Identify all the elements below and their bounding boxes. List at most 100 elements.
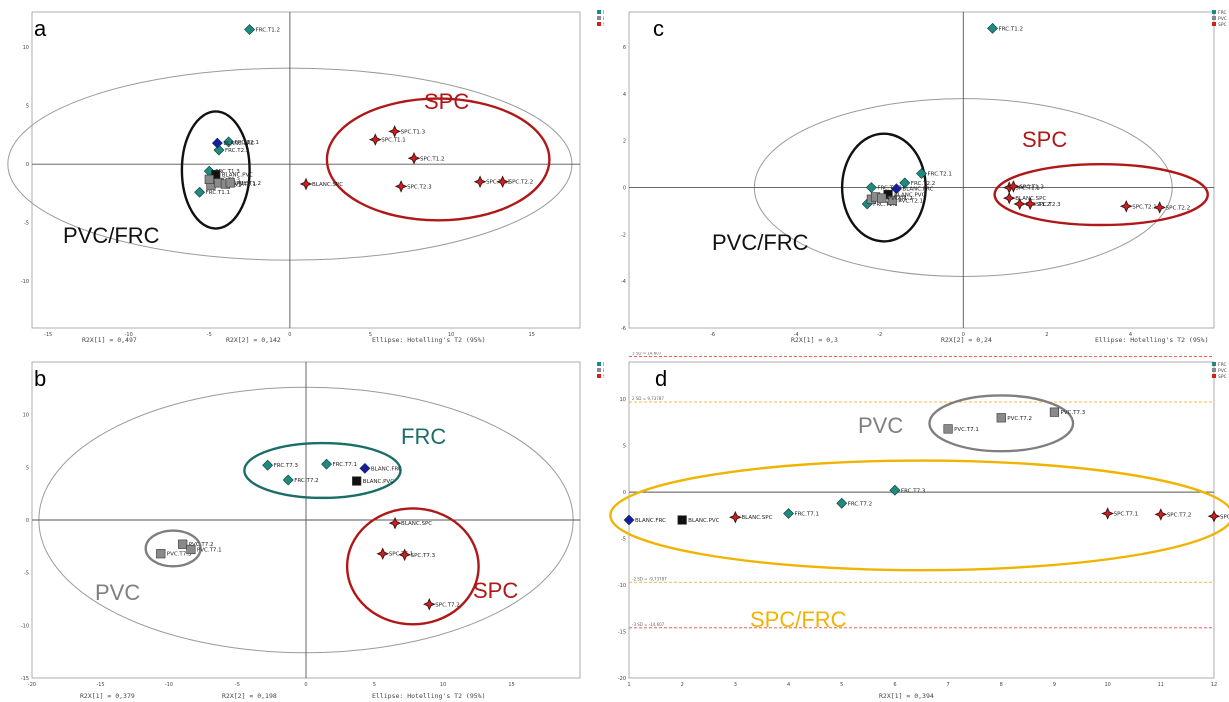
score-plot-c-svg: -6 -4 -2 0 2 4 -6 -4 -2 0 2 4 6 FRC.T1.2 FRC.T2.1 FRC.T… [621, 10, 1227, 344]
data-point [623, 514, 635, 526]
x-tick-label: -10 [125, 332, 133, 338]
legend-entry: PVC.T7 [603, 368, 604, 374]
x-tick-label: 4 [787, 682, 790, 688]
point-label: FRC.T2.2 [225, 148, 249, 154]
data-point [1002, 191, 1016, 205]
x-tick-label: 0 [962, 332, 965, 338]
data-point [359, 462, 371, 474]
point-label: BLANC.SPC [312, 182, 343, 188]
y-tick-label: 0 [26, 518, 29, 524]
point-label: PVC.T2.1 [898, 198, 923, 204]
x-tick-label: 11 [1158, 682, 1164, 688]
x-tick-label: 9 [1053, 682, 1056, 688]
point-label: FRC.T7.2 [848, 501, 872, 507]
legend-swatch [1212, 22, 1216, 26]
panel-letter: a [34, 16, 47, 41]
data-point [916, 168, 927, 179]
panel-letter: b [34, 366, 46, 391]
data-point [394, 180, 408, 193]
data-point [352, 476, 362, 486]
point-label: BLANC.PVC [688, 518, 720, 524]
y-tick-label: 5 [26, 104, 29, 110]
footer-info: R2X[2] = 0,142 [226, 336, 281, 344]
data-point [244, 24, 256, 35]
point-label: FRC.T1.3 [215, 169, 240, 175]
data-point [473, 175, 487, 189]
legend-entry: PVC [1218, 368, 1227, 374]
x-tick-label: 6 [893, 682, 896, 688]
footer-info: R2X[1] = 0,379 [80, 692, 135, 700]
legend-entry: FRC [1218, 10, 1227, 16]
point-label: SPC.T7.2 [435, 602, 460, 608]
group-label: SPC [424, 89, 469, 114]
group-label: SPC/FRC [750, 607, 847, 632]
x-tick-label: 10 [440, 682, 446, 688]
point-label: FRC.T2.1 [235, 140, 259, 146]
legend-entry: SPC [1218, 374, 1227, 380]
control-limit-label: 2 SD = 9,73787 [632, 396, 664, 401]
data-point [156, 549, 166, 559]
point-label: PVC.T7.2 [1007, 416, 1032, 422]
footer-info: R2X[2] = 0,198 [222, 692, 277, 700]
x-tick-label: 5 [373, 682, 376, 688]
data-point [496, 175, 509, 189]
data-point [186, 544, 196, 555]
legend-swatch [597, 368, 601, 372]
point-label: FRC.T7.3 [901, 488, 926, 494]
group-circle [609, 459, 1229, 572]
footer-info: Ellipse: Hotelling's T2 (95%) [372, 336, 486, 344]
point-label: FRC.T1.3 [877, 186, 902, 192]
legend-entry: FRC [603, 10, 604, 16]
y-tick-label: 0 [623, 490, 626, 496]
group-circle [928, 394, 1075, 453]
control-limit-label: -3 SD = -14,607 [632, 622, 665, 627]
score-plot-a: -15 -10 -5 0 5 10 15 -10 -5 0 5 10 FRC.T1.2 FRC.T2.1 F… [0, 0, 604, 346]
point-label: SPC.T2.2 [1166, 205, 1191, 211]
data-point [388, 516, 402, 530]
data-point [225, 178, 235, 188]
x-tick-label: 15 [508, 682, 514, 688]
data-point [368, 133, 382, 146]
data-point [889, 484, 901, 496]
x-tick-label: 7 [946, 682, 949, 688]
point-label: SPC.T2.3 [407, 184, 432, 190]
data-point [987, 22, 998, 34]
point-label: PVC.T7.2 [189, 542, 214, 548]
y-tick-label: 0 [623, 186, 626, 192]
group-label: PVC [95, 580, 140, 605]
legend-entry: PVC [1218, 16, 1227, 22]
x-tick-label: -5 [207, 332, 212, 338]
group-circle [144, 529, 202, 568]
x-tick-label: -15 [96, 682, 104, 688]
legend-entry: SPC.T7 [603, 374, 604, 380]
score-plot-d: 3 SD = 14,607 2 SD = 9,73787 -2 SD = -9,73… [609, 352, 1229, 702]
data-point [262, 459, 274, 471]
x-tick-label: 10 [448, 332, 454, 338]
data-point [1207, 509, 1221, 523]
y-tick-label: -15 [21, 676, 29, 682]
footer-info: R2X[1] = 0,497 [82, 336, 137, 344]
data-point [996, 413, 1006, 423]
y-tick-label: 10 [23, 45, 29, 51]
score-plot-a-svg: -15 -10 -5 0 5 10 15 -10 -5 0 5 10 FRC.T1.2 FRC.T2.1 F… [7, 10, 604, 344]
y-tick-label: 5 [623, 444, 626, 450]
point-label: PVC.T7.1 [954, 427, 979, 433]
data-point [1153, 201, 1166, 214]
x-tick-label: -10 [165, 682, 173, 688]
legend-swatch [1212, 368, 1216, 372]
y-tick-label: -10 [21, 623, 29, 629]
data-point [836, 497, 848, 509]
y-tick-label: -15 [618, 630, 626, 636]
x-tick-label: -6 [710, 332, 715, 338]
point-label: FRC.T1.1 [206, 190, 230, 196]
y-tick-label: 10 [23, 413, 29, 419]
point-label: PVC.T7.3 [1060, 410, 1085, 416]
group-label: FRC [401, 424, 446, 449]
point-label: SPC.T7.3 [1220, 514, 1229, 520]
data-point [877, 193, 887, 203]
data-point [1013, 197, 1027, 211]
data-point [178, 539, 188, 549]
point-label: SPC.T2.1 [1132, 204, 1157, 210]
data-point [282, 474, 294, 486]
group-label: PVC [858, 413, 903, 438]
